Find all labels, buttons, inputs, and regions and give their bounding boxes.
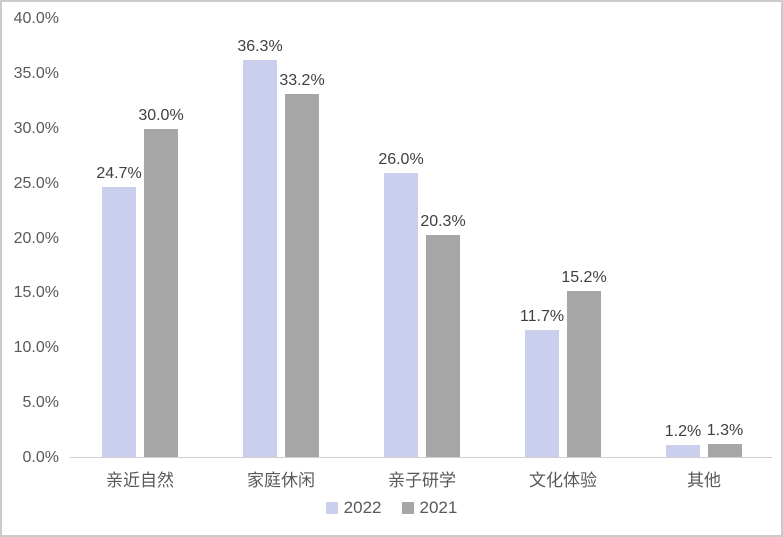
legend-swatch-icon: [325, 502, 338, 514]
bar-2022-5: [666, 445, 700, 457]
bar-2022-4: [525, 330, 559, 457]
y-axis-tick-label: 5.0%: [22, 394, 59, 412]
bar-2022-2: [243, 60, 277, 457]
y-axis-tick-label: 40.0%: [13, 10, 59, 27]
legend-item-2021: 2021: [401, 498, 458, 518]
bar-2021-3: [426, 235, 460, 457]
y-axis-tick-label: 25.0%: [13, 174, 59, 192]
legend-label: 2021: [419, 498, 458, 517]
y-axis-tick-label: 15.0%: [13, 284, 59, 302]
x-axis-category-label: 其他: [687, 471, 721, 490]
bar-2022-1: [102, 187, 136, 457]
legend-label: 2022: [343, 498, 382, 517]
legend: 2022 2021: [2, 498, 781, 518]
data-label-2022-4: 11.7%: [519, 308, 565, 325]
x-axis-category-label: 文化体验: [529, 471, 597, 490]
data-label-2022-5: 1.2%: [664, 423, 702, 440]
data-label-2021-5: 1.3%: [706, 422, 744, 439]
bar-2021-4: [567, 291, 601, 457]
y-axis-tick-label: 20.0%: [13, 229, 59, 247]
x-axis-line: [70, 457, 772, 458]
data-label-2021-4: 15.2%: [561, 269, 607, 286]
bar-2021-5: [708, 444, 742, 457]
bar-2021-1: [144, 129, 178, 457]
data-label-2021-2: 33.2%: [279, 72, 325, 89]
data-label-2021-1: 30.0%: [138, 107, 184, 124]
y-axis-tick-label: 0.0%: [22, 449, 59, 466]
x-axis-category-label: 家庭休闲: [247, 471, 315, 490]
bar-2022-3: [384, 173, 418, 457]
x-axis-category-label: 亲近自然: [106, 471, 174, 490]
legend-swatch-icon: [401, 502, 414, 514]
y-axis-tick-label: 10.0%: [13, 339, 59, 357]
y-axis-tick-label: 35.0%: [13, 64, 59, 82]
y-axis-tick-label: 30.0%: [13, 119, 59, 137]
data-label-2022-1: 24.7%: [96, 165, 142, 182]
data-label-2021-3: 20.3%: [420, 213, 466, 230]
x-axis-category-label: 亲子研学: [388, 471, 456, 490]
bar-2021-2: [285, 94, 319, 457]
data-label-2022-3: 26.0%: [378, 151, 424, 168]
data-label-2022-2: 36.3%: [237, 38, 283, 55]
legend-item-2022: 2022: [325, 498, 382, 518]
